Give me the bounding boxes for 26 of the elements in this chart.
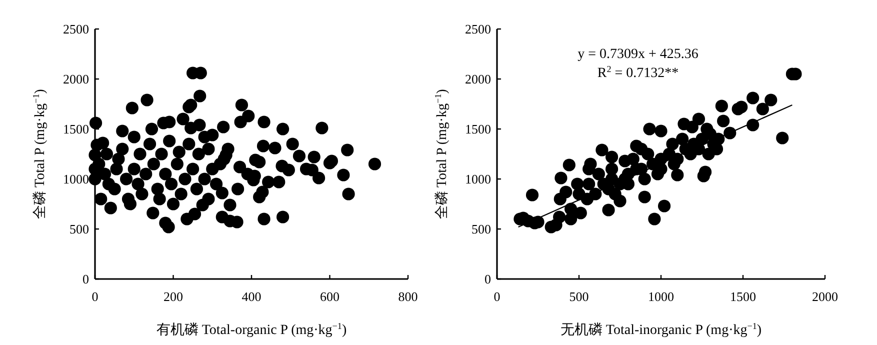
y-tick-label: 500 bbox=[472, 222, 491, 236]
y-tick-label: 2000 bbox=[63, 72, 89, 86]
x-tick-label: 800 bbox=[398, 289, 418, 304]
x-axis-title: 有机磷 Total-organic P (mg·kg$^{−1}$) bbox=[156, 321, 347, 338]
x-tick-label: 1000 bbox=[648, 289, 674, 304]
x-tick-label: 600 bbox=[320, 289, 340, 304]
y-tick-label: 1500 bbox=[63, 122, 89, 136]
y-tick-label: 0 bbox=[484, 272, 491, 286]
x-tick-label: 0 bbox=[92, 289, 98, 304]
y-tick-label: 1500 bbox=[465, 122, 491, 136]
y-tick-label: 500 bbox=[70, 222, 89, 236]
y-tick-label: 0 bbox=[82, 272, 89, 286]
y-tick-label: 1000 bbox=[63, 172, 89, 186]
x-tick-label: 1500 bbox=[730, 289, 756, 304]
x-tick-label: 2000 bbox=[812, 289, 838, 304]
x-tick-label: 0 bbox=[494, 289, 500, 304]
annotation: R$^{2}$ = 0.7132** bbox=[597, 64, 679, 81]
x-tick-label: 200 bbox=[164, 289, 183, 304]
x-tick-label: 400 bbox=[242, 289, 262, 304]
annotation: y = 0.7309x + 425.36 bbox=[578, 47, 698, 62]
x-tick-label: 500 bbox=[569, 289, 589, 304]
y-tick-label: 1000 bbox=[465, 172, 491, 186]
y-tick-label: 2000 bbox=[465, 72, 491, 86]
y-tick-label: 2500 bbox=[465, 22, 491, 36]
x-axis-title: 无机磷 Total-inorganic P (mg·kg$^{−1}$) bbox=[560, 321, 762, 338]
y-tick-label: 2500 bbox=[63, 22, 89, 36]
